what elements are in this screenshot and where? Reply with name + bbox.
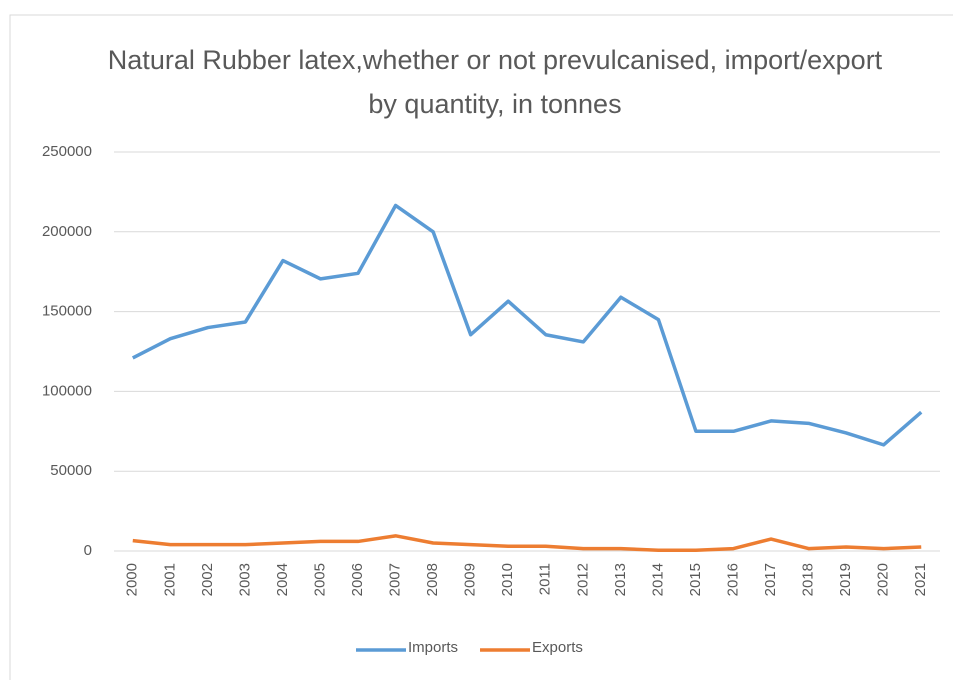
x-tick-label: 2008	[424, 563, 441, 596]
x-tick-label: 2006	[349, 563, 366, 596]
y-tick-label: 100000	[42, 382, 92, 399]
x-tick-label: 2016	[724, 563, 741, 596]
x-tick-label: 2004	[274, 563, 291, 596]
chart-title: Natural Rubber latex,whether or not prev…	[107, 45, 883, 119]
x-tick-label: 2011	[537, 563, 554, 595]
x-tick-label: 2017	[762, 563, 779, 596]
x-tick-label: 2003	[236, 563, 253, 596]
legend-label: Exports	[532, 639, 583, 656]
x-tick-label: 2001	[161, 563, 178, 596]
x-tick-label: 2015	[687, 563, 704, 596]
x-tick-label: 2013	[612, 563, 629, 596]
y-tick-label: 250000	[42, 143, 92, 160]
legend-label: Imports	[408, 639, 458, 656]
x-tick-label: 2000	[124, 563, 141, 596]
x-tick-label: 2021	[912, 563, 929, 596]
x-tick-label: 2012	[574, 563, 591, 596]
y-tick-label: 50000	[50, 462, 92, 479]
x-tick-label: 2002	[199, 563, 216, 596]
x-tick-label: 2009	[462, 563, 479, 596]
chart-border	[9, 14, 953, 680]
y-tick-label: 200000	[42, 223, 92, 240]
x-tick-label: 2007	[387, 563, 404, 596]
x-tick-label: 2018	[800, 563, 817, 596]
x-tick-label: 2010	[499, 563, 516, 596]
series-line	[131, 203, 923, 447]
x-tick-label: 2019	[837, 563, 854, 596]
y-tick-label: 0	[84, 542, 92, 559]
x-tick-label: 2014	[649, 563, 666, 596]
x-tick-label: 2005	[311, 563, 328, 596]
series-line	[132, 534, 922, 552]
x-tick-label: 2020	[875, 563, 892, 596]
y-tick-label: 150000	[42, 303, 92, 320]
